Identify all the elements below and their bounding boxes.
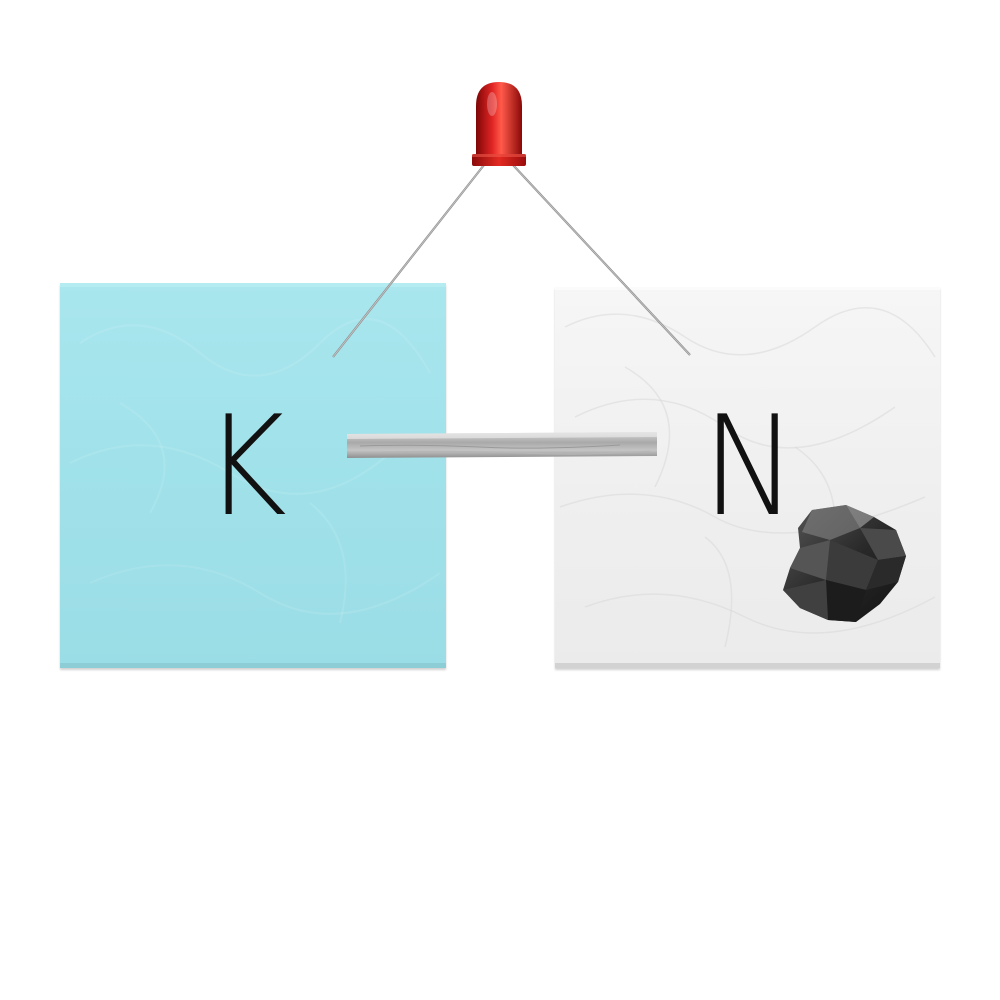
- element-symbol-n: N: [702, 386, 798, 547]
- red-led-icon: [472, 82, 526, 166]
- element-symbol-k: K: [203, 386, 287, 547]
